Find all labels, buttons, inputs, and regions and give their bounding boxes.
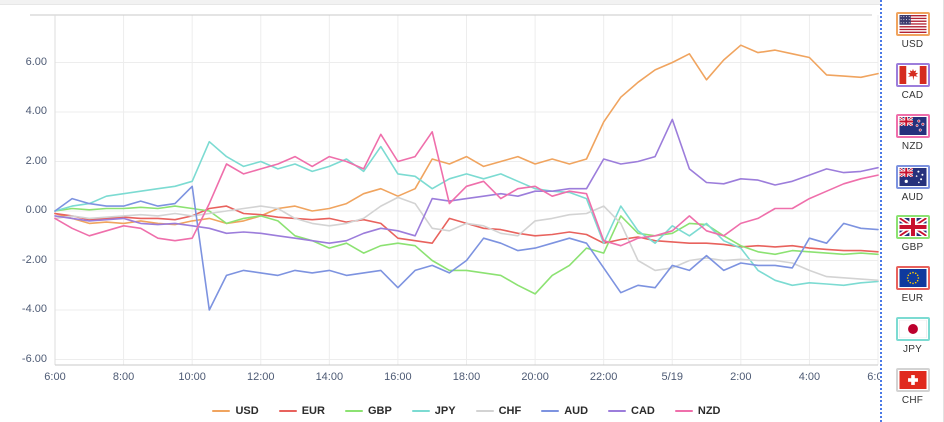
legend-line-swatch xyxy=(674,410,693,412)
series-line-chf xyxy=(54,196,879,282)
sidebar-currency-usd[interactable]: USD xyxy=(895,12,930,50)
chf-flag-icon xyxy=(895,367,930,392)
x-tick-label: 14:00 xyxy=(315,371,344,383)
x-tick-label: 22:00 xyxy=(589,371,618,383)
legend-line-swatch xyxy=(541,410,560,412)
y-tick-label: 4.00 xyxy=(25,105,47,117)
x-tick-label: 12:00 xyxy=(246,371,275,383)
y-tick-label: 6.00 xyxy=(25,55,47,68)
sidebar-currency-nzd[interactable]: NZD xyxy=(895,113,930,152)
sidebar-currency-label: USD xyxy=(901,39,924,50)
jpy-flag-icon xyxy=(895,317,930,342)
top-strip xyxy=(0,0,944,5)
legend-line-swatch xyxy=(608,410,627,412)
legend-line-swatch xyxy=(278,410,297,412)
sidebar-currency-label: CAD xyxy=(901,89,924,101)
x-tick-label: 4:00 xyxy=(798,371,821,383)
legend-label: EUR xyxy=(301,405,325,417)
aud-flag-icon xyxy=(895,164,930,189)
y-tick-label: -2.00 xyxy=(21,253,47,266)
legend-item-nzd[interactable]: NZD xyxy=(674,405,721,417)
currency-sidebar: USD CAD NZD AUD GBP EUR JPY CHF xyxy=(880,0,944,422)
chart-legend: USD EUR GBP JPY CHF AUD CAD NZD xyxy=(55,405,878,417)
sidebar-currency-chf[interactable]: CHF xyxy=(895,367,930,406)
legend-label: AUD xyxy=(564,405,589,417)
y-tick-label: -4.00 xyxy=(21,303,47,315)
y-tick-label: 2.00 xyxy=(25,154,47,167)
sidebar-currency-gbp[interactable]: GBP xyxy=(895,215,930,254)
legend-label: NZD xyxy=(697,405,721,417)
x-tick-label: 16:00 xyxy=(384,371,412,383)
series-line-usd xyxy=(54,44,879,226)
legend-label: USD xyxy=(235,405,259,417)
x-tick-label: 5/19 xyxy=(661,371,683,383)
legend-line-swatch xyxy=(411,410,430,412)
sidebar-currency-eur[interactable]: EUR xyxy=(895,266,930,305)
sidebar-currency-aud[interactable]: AUD xyxy=(895,164,930,203)
x-tick-label: 6:00 xyxy=(44,371,66,383)
sidebar-currency-label: GBP xyxy=(901,242,924,254)
sidebar-currency-cad[interactable]: CAD xyxy=(895,62,930,101)
series-line-aud xyxy=(54,185,879,311)
x-tick-label: 2:00 xyxy=(730,371,752,383)
sidebar-currency-label: EUR xyxy=(901,293,924,305)
legend-item-jpy[interactable]: JPY xyxy=(411,405,456,417)
series-line-gbp xyxy=(54,205,879,295)
legend-item-aud[interactable]: AUD xyxy=(541,405,588,417)
series-line-cad xyxy=(54,118,879,244)
y-tick-label: -6.00 xyxy=(21,352,47,365)
usd-flag-icon xyxy=(895,12,930,36)
legend-line-swatch xyxy=(344,410,363,412)
legend-item-gbp[interactable]: GBP xyxy=(344,405,392,417)
legend-label: JPY xyxy=(434,405,456,417)
x-tick-label: 8:00 xyxy=(112,371,135,383)
series-line-nzd xyxy=(54,131,879,247)
legend-item-eur[interactable]: EUR xyxy=(278,405,325,417)
legend-label: CAD xyxy=(631,405,655,417)
nzd-flag-icon xyxy=(895,113,930,138)
legend-item-cad[interactable]: CAD xyxy=(608,405,655,417)
sidebar-currency-jpy[interactable]: JPY xyxy=(895,317,930,356)
legend-item-usd[interactable]: USD xyxy=(212,405,259,417)
eur-flag-icon xyxy=(895,266,930,291)
legend-label: CHF xyxy=(498,405,522,417)
sidebar-currency-label: JPY xyxy=(903,344,922,356)
legend-label: GBP xyxy=(367,405,392,417)
legend-line-swatch xyxy=(212,410,231,412)
sidebar-currency-label: AUD xyxy=(901,191,924,203)
x-tick-label: 20:00 xyxy=(521,371,549,383)
gbp-flag-icon xyxy=(895,215,930,240)
cad-flag-icon xyxy=(895,62,930,87)
legend-item-chf[interactable]: CHF xyxy=(475,405,522,417)
y-tick-label: 0.00 xyxy=(25,204,47,216)
series-line-jpy xyxy=(54,140,879,287)
x-tick-label: 18:00 xyxy=(452,371,481,383)
legend-line-swatch xyxy=(475,410,494,412)
sidebar-currency-label: NZD xyxy=(901,140,924,152)
sidebar-currency-label: CHF xyxy=(901,394,924,406)
x-tick-label: 10:00 xyxy=(178,371,206,383)
